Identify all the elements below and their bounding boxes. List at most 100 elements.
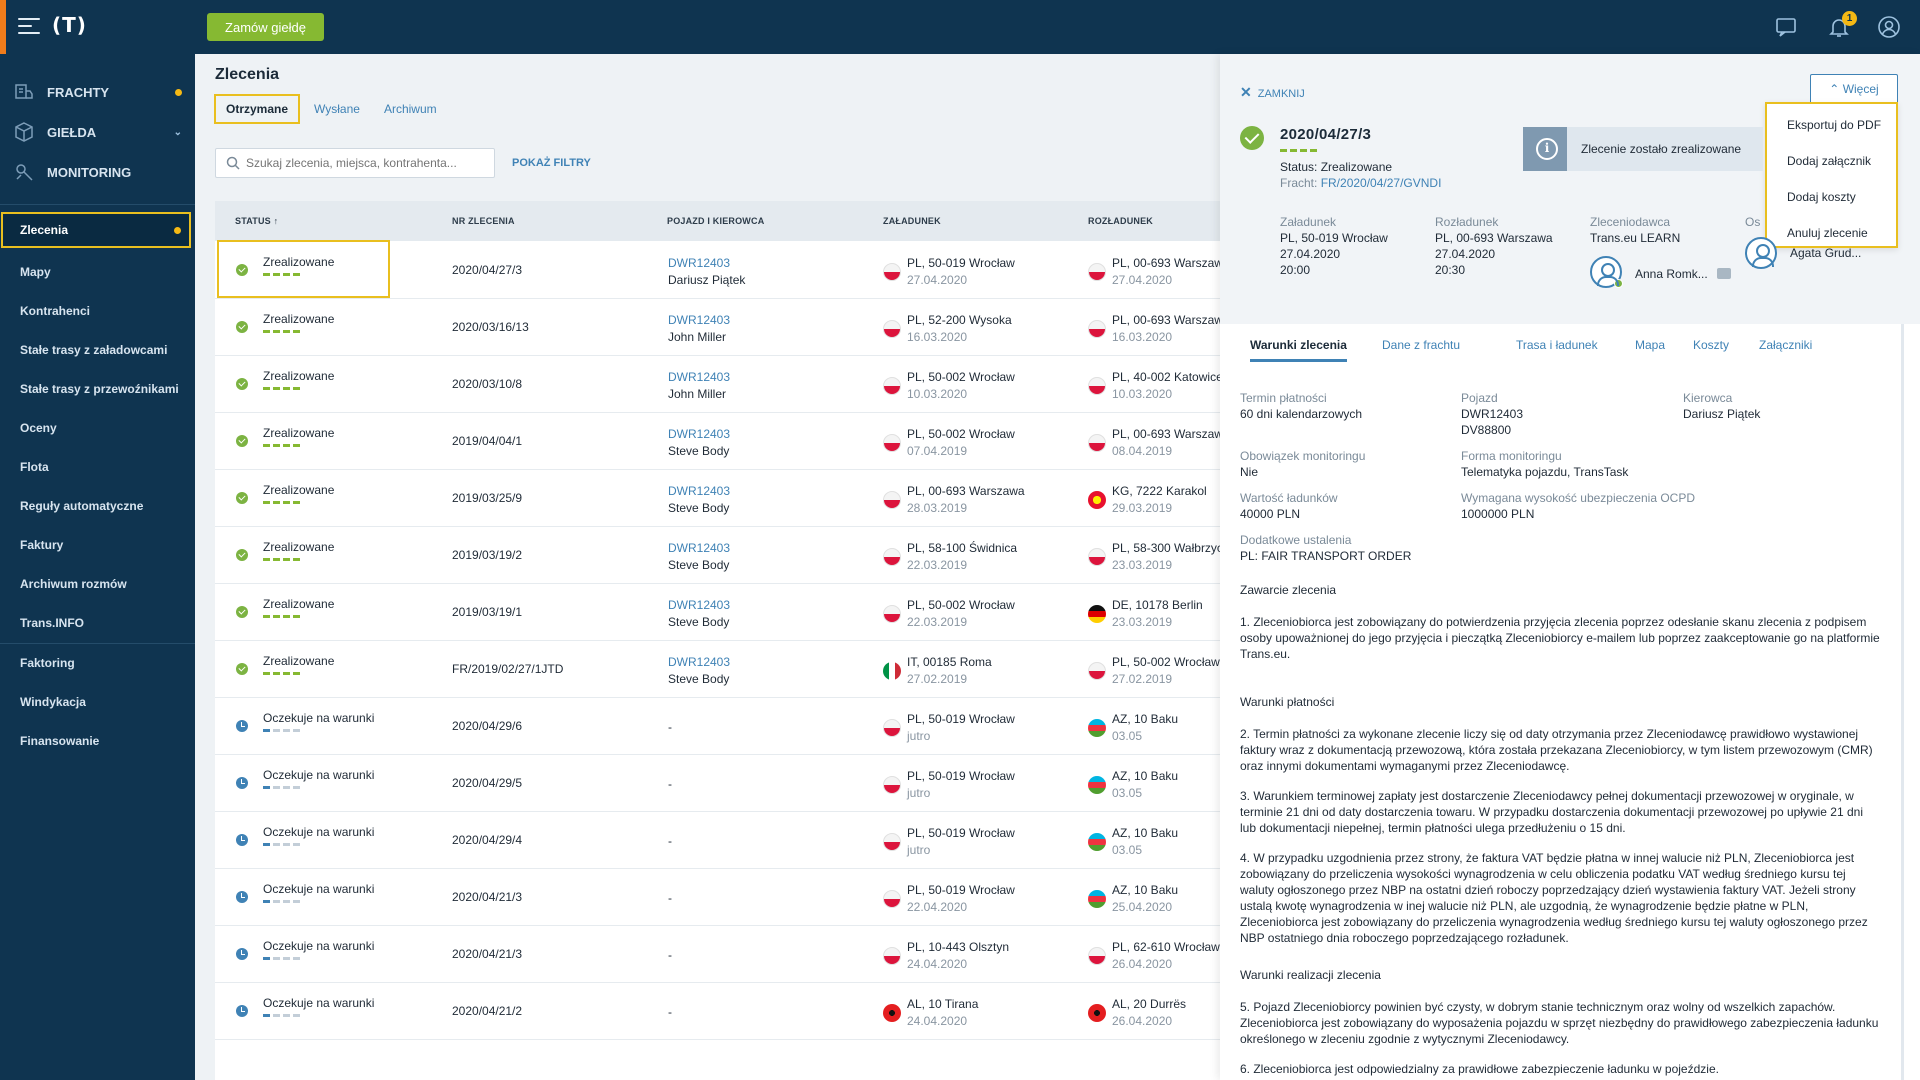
more-button[interactable]: ⌃ Więcej [1810, 74, 1898, 104]
table-row[interactable]: Zrealizowane 2019/04/04/1 DWR12403 Steve Bo… [215, 413, 1220, 470]
flag-pl-icon [1088, 947, 1106, 965]
search-input[interactable] [246, 154, 486, 172]
tab-archiwum[interactable]: Archiwum [383, 102, 437, 116]
chat-icon[interactable] [1717, 268, 1731, 279]
field-value: DWR12403 [1461, 407, 1524, 421]
show-filters-link[interactable]: POKAŻ FILTRY [512, 157, 591, 169]
search-box [215, 148, 495, 178]
loading-date: 24.04.2020 [907, 957, 968, 971]
sidebar-item-flota[interactable]: Flota [20, 460, 49, 474]
sidebar-item-mapy[interactable]: Mapy [20, 265, 51, 279]
tab-warunki-zlecenia[interactable]: Warunki zlecenia [1250, 338, 1347, 362]
table-row[interactable]: Zrealizowane 2019/03/25/9 DWR12403 Steve Bo… [215, 470, 1220, 527]
table-row[interactable]: Zrealizowane 2020/03/10/8 DWR12403 John Mil… [215, 356, 1220, 413]
vehicle-link[interactable]: DWR12403 [668, 655, 731, 669]
sidebar-item-zlecenia[interactable]: Zlecenia [1, 212, 191, 248]
close-label: ZAMKNIJ [1257, 88, 1305, 100]
table-row[interactable]: Oczekuje na warunki 2020/04/21/3 - PL, 10-4… [215, 926, 1220, 983]
tab-mapa[interactable]: Mapa [1635, 338, 1666, 352]
sidebar-item-stale-trasy-zaladowcy[interactable]: Stałe trasy z załadowcami [20, 343, 168, 357]
sidebar-item-windykacja[interactable]: Windykacja [20, 695, 86, 709]
tab-otrzymane[interactable]: Otrzymane [214, 94, 301, 124]
chat-icon[interactable] [1774, 15, 1798, 39]
vehicle-link[interactable]: DWR12403 [668, 256, 731, 270]
table-row[interactable]: Oczekuje na warunki 2020/04/29/4 - PL, 50-0… [215, 812, 1220, 869]
tab-dane-z-frachtu[interactable]: Dane z frachtu [1382, 338, 1461, 352]
vehicle-link[interactable]: DWR12403 [668, 313, 731, 327]
extra-arrangements-field: Dodatkowe ustalenia PL: FAIR TRANSPORT O… [1240, 532, 1411, 564]
menu-icon[interactable] [18, 18, 40, 36]
status-progress [263, 1014, 303, 1017]
sidebar-item-monitoring[interactable]: MONITORING [0, 152, 195, 192]
status-label: Oczekuje na warunki [263, 768, 375, 782]
order-number: 2019/04/04/1 [452, 434, 523, 448]
fracht-link[interactable]: FR/2020/04/27/GVNDI [1320, 176, 1442, 190]
unloading-place: PL, 00-693 Warszawa [1435, 231, 1553, 245]
status-pending-icon [236, 948, 248, 960]
bell-icon[interactable] [1827, 15, 1851, 39]
sidebar-item-gielda[interactable]: GIEŁDA ⌄ [0, 112, 195, 152]
table-row[interactable]: Zrealizowane 2020/03/16/13 DWR12403 John Mi… [215, 299, 1220, 356]
section-heading: Zawarcie zlecenia [1240, 583, 1337, 597]
table-row[interactable]: Zrealizowane 2019/03/19/2 DWR12403 Steve Bo… [215, 527, 1220, 584]
table-row[interactable]: Oczekuje na warunki 2020/04/21/2 - AL, 10 T… [215, 983, 1220, 1040]
app-logo[interactable]: (T) [52, 13, 87, 37]
sidebar-item-faktury[interactable]: Faktury [20, 538, 64, 552]
table-row[interactable]: Zrealizowane 2020/04/27/3 DWR12403 Dariusz … [215, 240, 1220, 299]
table-row[interactable]: Oczekuje na warunki 2020/04/21/3 - PL, 50-0… [215, 869, 1220, 926]
contractor-avatar[interactable] [1745, 237, 1777, 269]
sidebar-item-frachty[interactable]: FRACHTY [0, 72, 195, 112]
unloading-cell: PL, 00-693 Warszawa 08.04.2019 [1088, 426, 1220, 460]
order-number: 2020/04/29/6 [452, 719, 523, 733]
loading-date: jutro [907, 786, 931, 800]
vehicle-link[interactable]: DWR12403 [668, 427, 731, 441]
order-status: Status: Zrealizowane [1280, 160, 1393, 174]
driver-name: Steve Body [668, 672, 730, 686]
sidebar-item-archiwum-rozmow[interactable]: Archiwum rozmów [20, 577, 127, 591]
sidebar-item-finansowanie[interactable]: Finansowanie [20, 734, 100, 748]
sidebar-item-stale-trasy-przewoznicy[interactable]: Stałe trasy z przewoźnikami [20, 382, 179, 396]
tab-wyslane[interactable]: Wysłane [314, 102, 360, 116]
sidebar-item-kontrahenci[interactable]: Kontrahenci [20, 304, 91, 318]
menu-item-add-costs[interactable]: Dodaj koszty [1787, 190, 1856, 204]
status-progress [263, 957, 303, 960]
loading-place: PL, 00-693 Warszawa [907, 484, 1025, 498]
table-row[interactable]: Zrealizowane 2019/03/19/1 DWR12403 Steve Bo… [215, 584, 1220, 641]
vehicle-driver: - [668, 720, 672, 734]
principal-avatar[interactable] [1590, 256, 1623, 288]
unloading-cell: AZ, 10 Baku 25.04.2020 [1088, 882, 1178, 916]
tab-trasa-i-ladunek[interactable]: Trasa i ładunek [1516, 338, 1598, 352]
column-header-status[interactable]: STATUS ↑ [235, 216, 279, 226]
vehicle-link[interactable]: DWR12403 [668, 541, 731, 555]
menu-item-cancel-order[interactable]: Anuluj zlecenie [1787, 226, 1868, 240]
sidebar-item-faktoring[interactable]: Faktoring [20, 656, 75, 670]
chevron-down-icon[interactable]: ⌄ [173, 126, 182, 138]
field-label: Wymagana wysokość ubezpieczenia OCPD [1461, 491, 1695, 505]
principal-person[interactable]: Anna Romk... [1635, 267, 1708, 281]
table-row[interactable]: Zrealizowane FR/2019/02/27/1JTD DWR12403 St… [215, 641, 1220, 698]
table-row[interactable]: Oczekuje na warunki 2020/04/29/6 - PL, 50-0… [215, 698, 1220, 755]
column-header-nr[interactable]: NR ZLECENIA [452, 216, 515, 226]
menu-item-export-pdf[interactable]: Eksportuj do PDF [1787, 118, 1882, 132]
tab-koszty[interactable]: Koszty [1693, 338, 1730, 352]
user-avatar-icon[interactable] [1877, 15, 1901, 39]
vehicle-link[interactable]: DWR12403 [668, 484, 731, 498]
sidebar-item-reguly[interactable]: Reguły automatyczne [20, 499, 144, 513]
close-button[interactable]: ✕ ZAMKNIJ [1240, 84, 1305, 101]
loading-cell: PL, 50-019 Wrocław jutro [883, 825, 1015, 859]
menu-item-add-attachment[interactable]: Dodaj załącznik [1787, 154, 1872, 168]
detail-scrollbar[interactable] [1901, 324, 1904, 1080]
column-header-loading[interactable]: ZAŁADUNEK [883, 216, 941, 226]
vehicle-link[interactable]: DWR12403 [668, 598, 731, 612]
sidebar-item-trans-info[interactable]: Trans.INFO [20, 616, 85, 630]
vehicle-link[interactable]: DWR12403 [668, 370, 731, 384]
sidebar-item-oceny[interactable]: Oceny [20, 421, 57, 435]
table-row[interactable]: Oczekuje na warunki 2020/04/29/5 - PL, 50-0… [215, 755, 1220, 812]
order-exchange-button[interactable]: Zamów giełdę [207, 13, 324, 41]
unloading-date: 26.04.2020 [1112, 957, 1173, 971]
column-header-unloading[interactable]: ROZŁADUNEK [1088, 216, 1153, 226]
vehicle-driver: DWR12403 Steve Body [668, 597, 730, 631]
tab-zalaczniki[interactable]: Załączniki [1759, 338, 1813, 352]
contractor-person[interactable]: Agata Grud... [1790, 246, 1862, 260]
column-header-vehicle[interactable]: POJAZD I KIEROWCA [667, 216, 765, 226]
